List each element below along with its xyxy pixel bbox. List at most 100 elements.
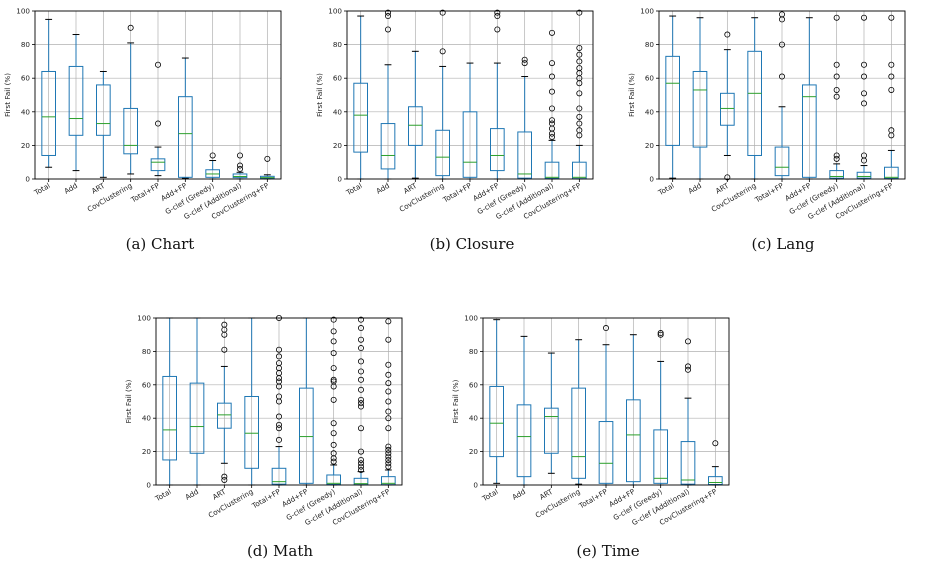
box-total-fp	[774, 11, 790, 180]
outlier-point	[385, 415, 392, 422]
outlier-point	[833, 155, 840, 162]
box-iqr	[178, 96, 193, 178]
outlier-point	[357, 368, 364, 375]
y-tick-label: 40	[469, 414, 479, 423]
outlier-point	[494, 9, 501, 16]
y-tick-label: 80	[21, 40, 31, 49]
outlier-point	[357, 325, 364, 332]
outlier-point	[833, 14, 840, 21]
panel-caption: (e) Time	[576, 542, 639, 560]
box-add-fp	[178, 57, 193, 179]
outlier-point	[357, 463, 364, 470]
outlier-point	[657, 331, 664, 338]
box-iqr	[232, 173, 248, 179]
box-g-clef-greedy-	[653, 330, 668, 486]
x-tick-label: Total	[480, 487, 500, 504]
outlier-point	[385, 336, 392, 343]
outlier-point	[357, 396, 364, 403]
outlier-point	[439, 48, 446, 55]
box-iqr	[571, 387, 586, 479]
panel-caption: (c) Lang	[751, 235, 814, 253]
y-tick-label: 40	[142, 414, 152, 423]
outlier-point	[357, 386, 364, 393]
y-tick-label: 100	[16, 7, 30, 16]
outlier-point	[385, 398, 392, 405]
outlier-point	[357, 345, 364, 352]
outlier-point	[494, 13, 501, 20]
x-tick-label: ART	[211, 487, 228, 502]
y-tick-label: 0	[25, 175, 30, 184]
outlier-point	[275, 360, 282, 367]
outlier-point	[330, 458, 337, 465]
outlier-point	[330, 450, 337, 457]
y-tick-label: 20	[469, 447, 479, 456]
outlier-point	[127, 24, 134, 31]
outlier-point	[576, 65, 583, 72]
outlier-point	[685, 363, 692, 370]
box-covclustering	[244, 317, 259, 486]
box-iqr	[326, 474, 342, 485]
x-tick-label: Total+FP	[753, 181, 786, 205]
box-iqr	[271, 467, 287, 485]
box-iqr	[408, 106, 423, 146]
outlier-point	[385, 456, 392, 463]
y-axis-label: First Fail (%)	[3, 73, 12, 117]
box-iqr	[802, 84, 817, 178]
box-iqr	[856, 171, 872, 179]
outlier-point	[521, 56, 528, 63]
box-total-fp	[150, 61, 166, 177]
outlier-point	[330, 338, 337, 345]
x-tick-label: Total+FP	[129, 181, 162, 205]
box-iqr	[544, 407, 559, 454]
box-iqr	[720, 92, 735, 126]
outlier-point	[576, 113, 583, 120]
box-iqr	[489, 385, 505, 458]
outlier-point	[330, 350, 337, 357]
outlier-point	[888, 61, 895, 68]
outlier-point	[439, 9, 446, 16]
outlier-point	[833, 73, 840, 80]
outlier-point	[861, 73, 868, 80]
box-iqr	[774, 146, 790, 177]
outlier-point	[833, 86, 840, 93]
box-add-fp	[626, 334, 641, 486]
outlier-point	[275, 413, 282, 420]
outlier-point	[549, 105, 556, 112]
outlier-point	[549, 117, 556, 124]
outlier-point	[861, 152, 868, 159]
y-axis-label: First Fail (%)	[315, 73, 324, 117]
box-covclustering	[747, 17, 762, 180]
outlier-point	[549, 120, 556, 127]
y-tick-label: 60	[333, 74, 343, 83]
box-total	[489, 319, 505, 484]
box-iqr	[517, 131, 532, 179]
box-iqr	[217, 402, 232, 429]
outlier-point	[385, 388, 392, 395]
outlier-point	[385, 446, 392, 453]
box-iqr	[244, 395, 259, 469]
box-iqr	[435, 129, 451, 177]
x-tick-label: Add	[183, 487, 200, 502]
box-add	[68, 34, 84, 172]
box-iqr	[665, 55, 680, 146]
box-g-clef-greedy-	[829, 14, 844, 180]
box-covclustering	[123, 24, 139, 175]
box-art	[544, 352, 559, 474]
outlier-point	[603, 325, 610, 332]
y-tick-label: 0	[146, 481, 151, 490]
box-iqr	[516, 404, 532, 478]
outlier-point	[275, 436, 282, 443]
box-iqr	[189, 382, 205, 454]
outlier-point	[685, 366, 692, 373]
outlier-point	[275, 346, 282, 353]
y-tick-label: 20	[21, 141, 31, 150]
outlier-point	[685, 338, 692, 345]
outlier-point	[221, 346, 228, 353]
outlier-point	[209, 152, 216, 159]
outlier-point	[385, 443, 392, 450]
outlier-point	[385, 463, 392, 470]
